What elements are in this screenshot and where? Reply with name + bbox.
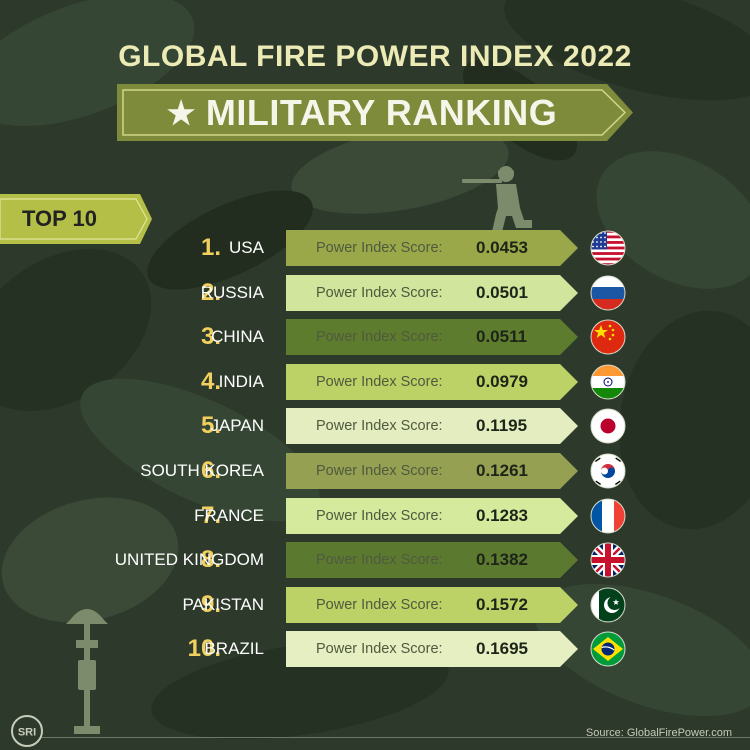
country-name: PAKISTAN <box>182 594 264 614</box>
rank-number: 8. <box>200 546 221 574</box>
ranking-row: 3. CHINA Power Index Score: 0.0511 <box>0 319 750 356</box>
score-value: 0.0453 <box>476 238 528 257</box>
score-label: Power Index Score: <box>316 463 443 479</box>
ranking-row: 4. INDIA Power Index Score: 0.0979 <box>0 363 750 400</box>
score-bar <box>286 542 578 579</box>
rank-number: 7. <box>200 501 221 529</box>
country-name: RUSSIA <box>200 282 264 302</box>
footer-divider <box>40 737 750 738</box>
country-name: USA <box>229 238 264 257</box>
score-value: 0.1195 <box>476 416 528 436</box>
score-bar <box>286 363 578 400</box>
kneeling-soldier-icon <box>462 166 532 232</box>
rank-number: 4. <box>200 367 221 395</box>
ranking-row: 5. JAPAN Power Index Score: 0.1195 <box>0 408 750 445</box>
south-korea-flag-icon <box>590 453 626 489</box>
score-bar <box>286 319 578 356</box>
brazil-flag-icon <box>590 631 626 667</box>
sri-logo: SRI <box>11 715 43 747</box>
ranking-row: 10. BRAZIL Power Index Score: 0.1695 <box>0 631 750 668</box>
score-value: 0.1283 <box>476 505 528 525</box>
country-name: UNITED KINGDOM <box>114 550 264 570</box>
score-bar <box>286 586 578 623</box>
banner-subtitle: MILITARY RANKING <box>205 91 558 133</box>
banner-shape <box>117 84 633 141</box>
score-bar <box>286 274 578 311</box>
rank-number: 10. <box>187 635 221 663</box>
score-bar <box>286 230 578 266</box>
score-bar <box>286 408 578 445</box>
ranking-row: 9. PAKISTAN Power Index Score: 0.1572 <box>0 586 750 623</box>
fallen-soldier-memorial-icon <box>66 609 108 734</box>
score-bar <box>286 453 578 489</box>
country-name: JAPAN <box>210 416 264 436</box>
svg-text:SRI: SRI <box>18 727 36 739</box>
score-value: 0.1695 <box>476 639 528 659</box>
china-flag-icon <box>590 319 626 355</box>
score-label: Power Index Score: <box>316 507 443 524</box>
ranking-row: 1. USA Power Index Score: 0.0453 <box>0 230 750 266</box>
score-label: Power Index Score: <box>316 596 443 613</box>
score-value: 0.0979 <box>476 371 528 391</box>
rank-number: 6. <box>200 457 221 484</box>
top10-badge: TOP 10 <box>0 194 152 244</box>
rank-number: 3. <box>200 323 221 351</box>
rank-number: 5. <box>200 412 221 440</box>
score-bar <box>286 631 578 668</box>
india-flag-icon <box>590 364 626 400</box>
score-label: Power Index Score: <box>316 240 443 256</box>
usa-flag-icon <box>590 230 626 266</box>
country-name: SOUTH KOREA <box>140 461 264 480</box>
page-title: GLOBAL FIRE POWER INDEX 2022 <box>118 40 632 73</box>
score-value: 0.1261 <box>476 461 528 480</box>
top10-label: TOP 10 <box>22 206 98 231</box>
score-label: Power Index Score: <box>316 418 443 435</box>
japan-flag-icon <box>590 408 626 444</box>
ranking-row: 6. SOUTH KOREA Power Index Score: 0.1261 <box>0 453 750 489</box>
country-name: INDIA <box>218 371 264 391</box>
score-value: 0.0501 <box>476 282 528 302</box>
pakistan-flag-icon <box>590 587 626 623</box>
score-label: Power Index Score: <box>316 284 443 301</box>
source-credit: Source: GlobalFirePower.com <box>585 727 732 739</box>
country-name: FRANCE <box>194 505 264 525</box>
russia-flag-icon <box>590 275 626 311</box>
score-value: 0.1572 <box>476 594 528 614</box>
country-name: CHINA <box>211 327 264 347</box>
ranking-row: 8. UNITED KINGDOM Power Index Score: 0.1382 <box>0 542 750 579</box>
rank-number: 9. <box>200 590 221 618</box>
ranking-row: 7. FRANCE Power Index Score: 0.1283 <box>0 497 750 534</box>
rank-number: 1. <box>200 234 221 261</box>
score-bar <box>286 497 578 534</box>
top10-badge-shape <box>0 194 152 244</box>
score-value: 0.0511 <box>476 327 528 347</box>
banner: ★ MILITARY RANKING <box>117 84 633 141</box>
score-label: Power Index Score: <box>316 329 443 346</box>
score-value: 0.1382 <box>476 550 528 570</box>
country-name: BRAZIL <box>204 639 264 659</box>
ranking-row: 2. RUSSIA Power Index Score: 0.0501 <box>0 274 750 311</box>
rank-number: 2. <box>200 278 221 306</box>
score-label: Power Index Score: <box>316 641 443 658</box>
score-label: Power Index Score: <box>316 373 443 390</box>
score-label: Power Index Score: <box>316 552 443 569</box>
uk-flag-icon <box>590 542 626 578</box>
france-flag-icon <box>590 498 626 534</box>
star-icon: ★ <box>166 94 196 131</box>
